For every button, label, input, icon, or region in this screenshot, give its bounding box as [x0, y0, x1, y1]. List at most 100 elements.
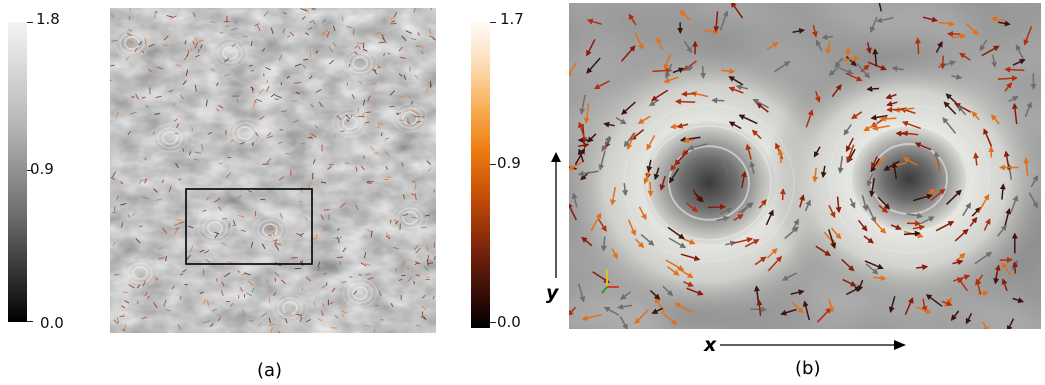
panel-b-arrow [620, 45, 636, 62]
panel-a-arrow [413, 8, 416, 13]
panel-a-arrow [401, 35, 407, 42]
panel-a-arrow [155, 95, 162, 98]
panel-a-arrow [417, 32, 420, 36]
panel-a-arrow [403, 75, 407, 80]
panel-a-arrow [250, 41, 253, 46]
panel-a-swirl-ring [397, 107, 423, 129]
panel-a-arrow [262, 47, 266, 52]
panel-a-arrow [393, 246, 400, 250]
panel-a-arrow [250, 241, 254, 248]
panel-a-arrow [268, 323, 275, 326]
panel-a-arrow [237, 294, 240, 299]
panel-a-arrow [120, 222, 124, 228]
panel-a-arrow [346, 119, 350, 122]
panel-a-arrow [165, 255, 167, 262]
panel-b-arrow [721, 68, 736, 75]
panel-a-arrow [415, 45, 420, 48]
panel-a-arrow [240, 229, 246, 232]
panel-a-arrow [401, 162, 404, 167]
panel-a-arrow [257, 25, 261, 31]
panel-b-arrow [869, 177, 876, 198]
panel-a-arrow [342, 247, 347, 252]
panel-a-arrow [429, 84, 433, 89]
panel-b-arrow [766, 42, 779, 51]
gray-colorbar-min-label: 0.0 [40, 314, 64, 332]
panel-a-arrow [280, 110, 288, 113]
y-axis-arrow [551, 152, 561, 278]
panel-b-arrow [581, 313, 602, 321]
panel-a-arrow [377, 123, 383, 125]
panel-a-arrow [141, 96, 146, 99]
panel-b-arrow [745, 143, 752, 160]
panel-a-arrow [291, 99, 298, 102]
panel-a-arrow [191, 126, 193, 132]
panel-b-arrow [864, 260, 884, 270]
panel-a-arrow [420, 316, 427, 321]
panel-a-arrow [216, 108, 220, 112]
panel-a-arrow [122, 328, 126, 332]
panel-a-arrow [152, 131, 156, 135]
panel-a-arrow [142, 196, 149, 200]
panel-a-arrow [178, 221, 185, 224]
panel-b-arrow [694, 192, 704, 203]
panel-a-arrow [367, 277, 374, 280]
panel-b-arrow [600, 236, 607, 252]
panel-b-arrow [815, 245, 831, 256]
panel-a-arrow [126, 32, 132, 36]
panel-b-arrow [1011, 261, 1018, 274]
panel-b-arrow [1001, 262, 1012, 276]
panel-a-arrow [123, 324, 127, 331]
panel-a-arrow [179, 296, 182, 300]
panel-a-arrow [226, 172, 232, 178]
panel-b-arrow [569, 62, 578, 78]
panel-b-arrow [974, 251, 993, 265]
panel-b-svg [569, 3, 1041, 329]
panel-b-arrow [999, 183, 1006, 200]
panel-a-arrow [309, 51, 312, 57]
panel-b-arrow [749, 161, 756, 175]
panel-b-arrow [679, 10, 691, 21]
panel-a-arrow [340, 130, 345, 133]
panel-b-arrow [700, 66, 707, 79]
panel-b-arrow [730, 3, 744, 19]
panel-b-arrow [643, 172, 650, 185]
panel-b-arrow [814, 91, 821, 103]
panel-b-arrow [1024, 101, 1032, 118]
panel-a-arrow [336, 228, 340, 231]
panel-a-arrow [268, 317, 272, 324]
panel-a-swirl-ring [272, 293, 308, 323]
panel-a-arrow [411, 109, 418, 114]
panel-a-arrow [396, 112, 399, 116]
panel-a-arrow [424, 214, 430, 217]
panel-b-arrow [756, 102, 769, 113]
panel-a-arrow [294, 63, 302, 67]
panel-a-arrow [341, 280, 347, 284]
arrow-colorbar-max-label: 1.7 [500, 10, 524, 28]
panel-a-arrow [432, 37, 436, 41]
panel-b-arrow [733, 214, 744, 221]
panel-a-arrow [428, 35, 435, 39]
panel-a-arrow [136, 284, 141, 289]
panel-a-arrow [216, 197, 221, 201]
panel-a-arrow [374, 304, 379, 307]
panel-a-arrow [127, 213, 131, 219]
panel-a-arrow [291, 256, 298, 259]
panel-b-arrow [1023, 157, 1030, 177]
panel-b-arrow [733, 236, 754, 244]
panel-a-swirl-ring [397, 207, 423, 229]
panel-a-arrow [415, 261, 421, 265]
panel-a-arrow [369, 145, 375, 151]
panel-a-arrow [320, 181, 327, 184]
panel-b-arrow [839, 67, 854, 75]
panel-a-arrow [158, 257, 165, 260]
panel-a-arrow [405, 30, 412, 34]
panel-a-arrow [202, 209, 207, 212]
panel-a-arrow [142, 280, 146, 287]
panel-a-arrow [194, 37, 198, 42]
panel-a-arrow [185, 69, 189, 77]
panel-a-arrow [358, 46, 361, 50]
panel-b-arrow [990, 114, 1000, 125]
panel-a-arrow [305, 276, 312, 282]
panel-b-arrow [758, 199, 767, 209]
panel-a-arrow [384, 137, 390, 140]
